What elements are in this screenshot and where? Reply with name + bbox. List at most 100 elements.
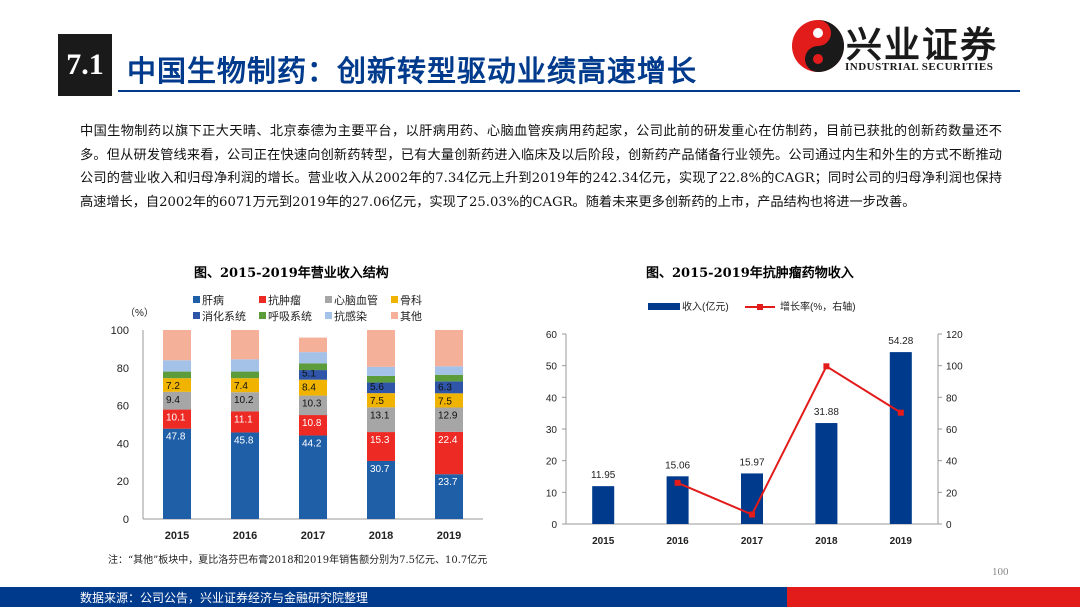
y-tick-label-right-3: 60 xyxy=(946,425,958,436)
bar-segment xyxy=(231,330,259,360)
legend-label-5: 呼吸系统 xyxy=(268,310,312,323)
growth-rate-line xyxy=(677,364,902,516)
x-tick-label-0: 2015 xyxy=(592,536,615,547)
section-number: 7.1 xyxy=(58,34,112,96)
bar-segment xyxy=(163,428,191,519)
chart-note: 注：“其他”板块中，夏比洛芬巴布膏2018和2019年销售额分别为7.5亿元、1… xyxy=(108,555,488,566)
bar-segment xyxy=(163,371,191,379)
y-tick-label-right-2: 40 xyxy=(946,457,958,468)
y-tick-label-4: 80 xyxy=(117,363,129,375)
bar-value-label: 31.88 xyxy=(814,407,839,418)
company-logo-icon xyxy=(792,20,844,72)
data-label: 6.3 xyxy=(438,382,452,393)
bar-segment xyxy=(299,352,327,364)
logo-name-cn: 兴业证券 xyxy=(846,24,999,66)
bar-segment xyxy=(367,407,395,433)
bar-segment xyxy=(367,375,395,383)
bar-value-label: 54.28 xyxy=(888,336,913,347)
x-tick-label-3: 2018 xyxy=(815,536,838,547)
bar-segment xyxy=(299,435,327,519)
y-tick-label-right-4: 80 xyxy=(946,393,958,404)
oncology-revenue-chart: 收入(亿元) 增长率(%，右轴) 0 10 20 30 40 50 60 0 20 40 60 80 100… xyxy=(546,300,963,547)
bar-segment xyxy=(367,460,395,519)
legend-label-1: 抗肿瘤 xyxy=(268,293,301,307)
data-label: 7.5 xyxy=(370,396,384,407)
bar-segment xyxy=(163,409,191,429)
bar-segment xyxy=(299,395,327,416)
x-tick-label-2: 2017 xyxy=(741,536,764,547)
growth-rate-point xyxy=(749,511,755,518)
bar-segment xyxy=(435,431,463,475)
data-label: 10.2 xyxy=(234,395,254,406)
legend-swatch-6 xyxy=(325,312,332,319)
y-tick-label-left-1: 10 xyxy=(546,488,558,499)
legend-swatch-1 xyxy=(259,296,266,303)
legend-label-0: 肝病 xyxy=(202,293,224,307)
y-tick-label-left-4: 40 xyxy=(546,393,558,404)
logo-name-en: INDUSTRIAL SECURITIES xyxy=(845,61,994,73)
bar-segment xyxy=(367,366,395,376)
y-tick-label-3: 60 xyxy=(117,401,129,413)
bar-segment xyxy=(299,337,327,353)
y-tick-label-2: 40 xyxy=(117,438,129,450)
data-label: 44.2 xyxy=(302,438,322,449)
bar-segment xyxy=(435,381,463,394)
data-label: 13.1 xyxy=(370,410,390,421)
data-label: 10.3 xyxy=(302,399,322,410)
data-label: 47.8 xyxy=(166,432,186,443)
legend-label-7: 其他 xyxy=(400,310,422,323)
data-label: 15.3 xyxy=(370,435,390,446)
x-tick-label-1: 2016 xyxy=(233,530,257,542)
page-number: 100 xyxy=(992,566,1009,578)
revenue-bar xyxy=(815,423,838,524)
y-tick-label-left-2: 20 xyxy=(546,457,558,468)
growth-rate-point xyxy=(823,363,830,370)
bar-segment xyxy=(367,382,395,394)
bar-segment xyxy=(163,378,191,392)
data-label: 7.4 xyxy=(234,381,248,392)
data-label: 22.4 xyxy=(438,435,458,446)
revenue-bar xyxy=(666,476,689,524)
data-label: 30.7 xyxy=(370,464,390,475)
chart-title-revenue-structure: 图、2015-2019年营业收入结构 xyxy=(194,266,389,281)
legend-swatch-2 xyxy=(325,296,332,303)
legend-label-4: 消化系统 xyxy=(202,309,246,323)
legend-swatch-3 xyxy=(391,296,398,303)
bar-segment xyxy=(367,330,395,367)
bar-segment xyxy=(299,363,327,371)
legend-marker-line xyxy=(757,304,763,310)
x-tick-label-0: 2015 xyxy=(165,530,189,542)
y-tick-label-left-0: 0 xyxy=(551,520,557,531)
y-tick-label-right-5: 100 xyxy=(946,362,963,373)
data-label: 5.1 xyxy=(302,369,316,380)
x-tick-label-2: 2017 xyxy=(301,530,325,542)
bar-segment xyxy=(435,474,463,519)
data-label: 11.1 xyxy=(234,414,253,425)
bar-segment xyxy=(231,432,259,519)
header-divider xyxy=(118,90,1020,92)
footer-source: 数据来源：公司公告，兴业证券经济与金融研究院整理 xyxy=(80,591,369,605)
y-axis-unit: （%） xyxy=(125,307,154,319)
y-tick-label-5: 100 xyxy=(111,325,129,337)
data-label: 8.4 xyxy=(302,383,316,394)
page-title: 中国生物制药：创新转型驱动业绩高速增长 xyxy=(127,54,698,88)
bar-segment xyxy=(231,411,259,433)
y-tick-label-right-0: 0 xyxy=(946,520,952,531)
growth-rate-point xyxy=(897,409,904,416)
bar-segment xyxy=(367,393,395,408)
bar-value-label: 11.95 xyxy=(591,470,616,481)
bar-segment xyxy=(231,392,259,412)
data-label: 5.6 xyxy=(370,382,384,393)
legend-label-2: 心脑血管 xyxy=(334,293,378,307)
bar-segment xyxy=(435,407,463,432)
footer-accent-bar xyxy=(787,587,1080,607)
y-tick-label-left-5: 50 xyxy=(546,362,558,373)
bar-segment xyxy=(435,374,463,382)
legend-label-bar: 收入(亿元) xyxy=(682,300,729,313)
revenue-bar xyxy=(592,486,615,524)
bar-value-label: 15.97 xyxy=(739,457,764,468)
bar-segment xyxy=(231,359,259,372)
legend-label-6: 抗感染 xyxy=(334,309,367,323)
x-tick-label-3: 2018 xyxy=(369,530,393,542)
